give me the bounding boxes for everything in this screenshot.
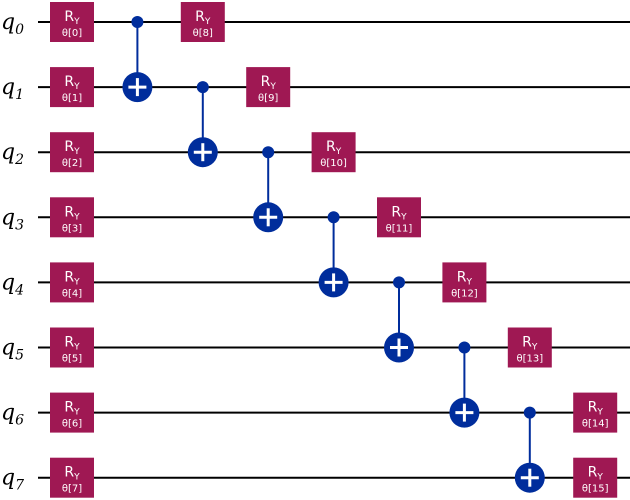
ry-gate-label: RY: [588, 465, 604, 483]
ry-gate-param: θ[7]: [62, 484, 82, 495]
ry-gate-param: θ[3]: [62, 223, 82, 234]
ry-gate-label: RY: [195, 9, 211, 27]
ry-gate-param: θ[2]: [62, 158, 82, 169]
cx-control-dot: [393, 276, 405, 289]
ry-gate: RYθ[13]: [507, 327, 552, 368]
cx-control-dot: [327, 211, 340, 224]
ry-gate: RYθ[15]: [573, 457, 618, 498]
ry-gate-box: [246, 67, 291, 108]
ry-gate-box: [50, 132, 94, 173]
ry-gate-param: θ[6]: [62, 419, 82, 430]
ry-gate-box: [442, 262, 487, 303]
ry-gate-param: θ[9]: [258, 93, 278, 104]
cx-control-dot: [131, 16, 144, 28]
ry-gate-param: θ[1]: [62, 93, 82, 104]
ry-gate-label: RY: [326, 139, 342, 157]
ry-gate-box: [50, 67, 94, 108]
ry-gate-box: [573, 457, 618, 498]
ry-gate-label: RY: [522, 335, 538, 353]
ry-gate-box: [311, 132, 356, 173]
ry-gate-param: θ[10]: [320, 158, 347, 169]
ry-gate-label: RY: [261, 74, 277, 92]
cx-control-dot: [523, 406, 536, 419]
cx-gate: [187, 81, 218, 168]
ry-gate-label: RY: [64, 9, 80, 27]
qubit-label-0: q0: [1, 10, 24, 38]
cx-gate: [449, 341, 480, 428]
ry-gate-box: [50, 262, 94, 303]
ry-gate-param: θ[13]: [516, 354, 543, 365]
ry-gate-box: [180, 2, 225, 42]
ry-gate-param: θ[11]: [386, 223, 413, 234]
ry-gate-box: [50, 327, 94, 368]
ry-gate: RYθ[9]: [246, 67, 291, 108]
ry-gate-box: [507, 327, 552, 368]
cx-gate: [318, 211, 349, 298]
ry-gate: RYθ[2]: [50, 132, 94, 173]
ry-gate-label: RY: [64, 335, 80, 353]
cx-gate: [384, 276, 414, 363]
qubit-label-4: q4: [1, 270, 24, 298]
qubit-labels: q0 q1 q2 q3 q4 q5 q6 q7: [1, 10, 24, 494]
ry-gate-label: RY: [457, 269, 473, 287]
ry-gate: RYθ[4]: [50, 262, 94, 303]
qubit-label-1: q1: [1, 75, 24, 103]
ry-gate: RYθ[8]: [180, 2, 225, 42]
ry-gate: RYθ[14]: [573, 392, 618, 433]
ry-gate-box: [50, 2, 94, 42]
ry-gate: RYθ[10]: [311, 132, 356, 173]
ry-gate-param: θ[12]: [451, 288, 478, 299]
qubit-label-3: q3: [1, 205, 24, 233]
ry-gate: RYθ[11]: [377, 197, 421, 238]
ry-gate-box: [50, 457, 94, 498]
ry-gate-label: RY: [64, 269, 80, 287]
cx-control-dot: [196, 81, 209, 94]
ry-gate-box: [50, 392, 94, 433]
ry-gate-box: [573, 392, 618, 433]
ry-gate-param: θ[15]: [582, 484, 609, 495]
ry-gate-label: RY: [588, 400, 604, 418]
cx-gate: [514, 406, 545, 493]
ry-gate-param: θ[5]: [62, 354, 82, 365]
ry-gate-label: RY: [64, 465, 80, 483]
cx-control-dot: [262, 146, 275, 159]
qubit-label-5: q5: [1, 336, 24, 364]
ry-gate: RYθ[5]: [50, 327, 94, 368]
ry-gate-label: RY: [391, 204, 407, 222]
ry-gate-label: RY: [64, 400, 80, 418]
ry-gate: RYθ[1]: [50, 67, 94, 108]
qubit-label-7: q7: [1, 466, 24, 494]
ry-gate-param: θ[0]: [62, 28, 82, 39]
ry-gate-param: θ[8]: [193, 28, 213, 39]
ry-gate-label: RY: [64, 204, 80, 222]
ry-gate-label: RY: [64, 139, 80, 157]
cx-gates: [122, 16, 545, 493]
ry-gate-param: θ[14]: [582, 419, 609, 430]
qubit-label-6: q6: [1, 401, 24, 429]
cx-control-dot: [458, 341, 471, 354]
ry-gate-box: [50, 197, 94, 238]
cx-gate: [122, 16, 153, 103]
ry-gate: RYθ[3]: [50, 197, 94, 238]
ry-gates: RYθ[0]RYθ[1]RYθ[2]RYθ[3]RYθ[4]RYθ[5]RYθ[…: [50, 2, 618, 498]
ry-gate-param: θ[4]: [62, 288, 82, 299]
ry-gate: RYθ[0]: [50, 2, 94, 42]
ry-gate: RYθ[12]: [442, 262, 487, 303]
ry-gate: RYθ[6]: [50, 392, 94, 433]
ry-gate: RYθ[7]: [50, 457, 94, 498]
cx-gate: [253, 146, 284, 233]
qubit-label-2: q2: [1, 140, 24, 168]
ry-gate-label: RY: [64, 74, 80, 92]
ry-gate-box: [377, 197, 421, 238]
